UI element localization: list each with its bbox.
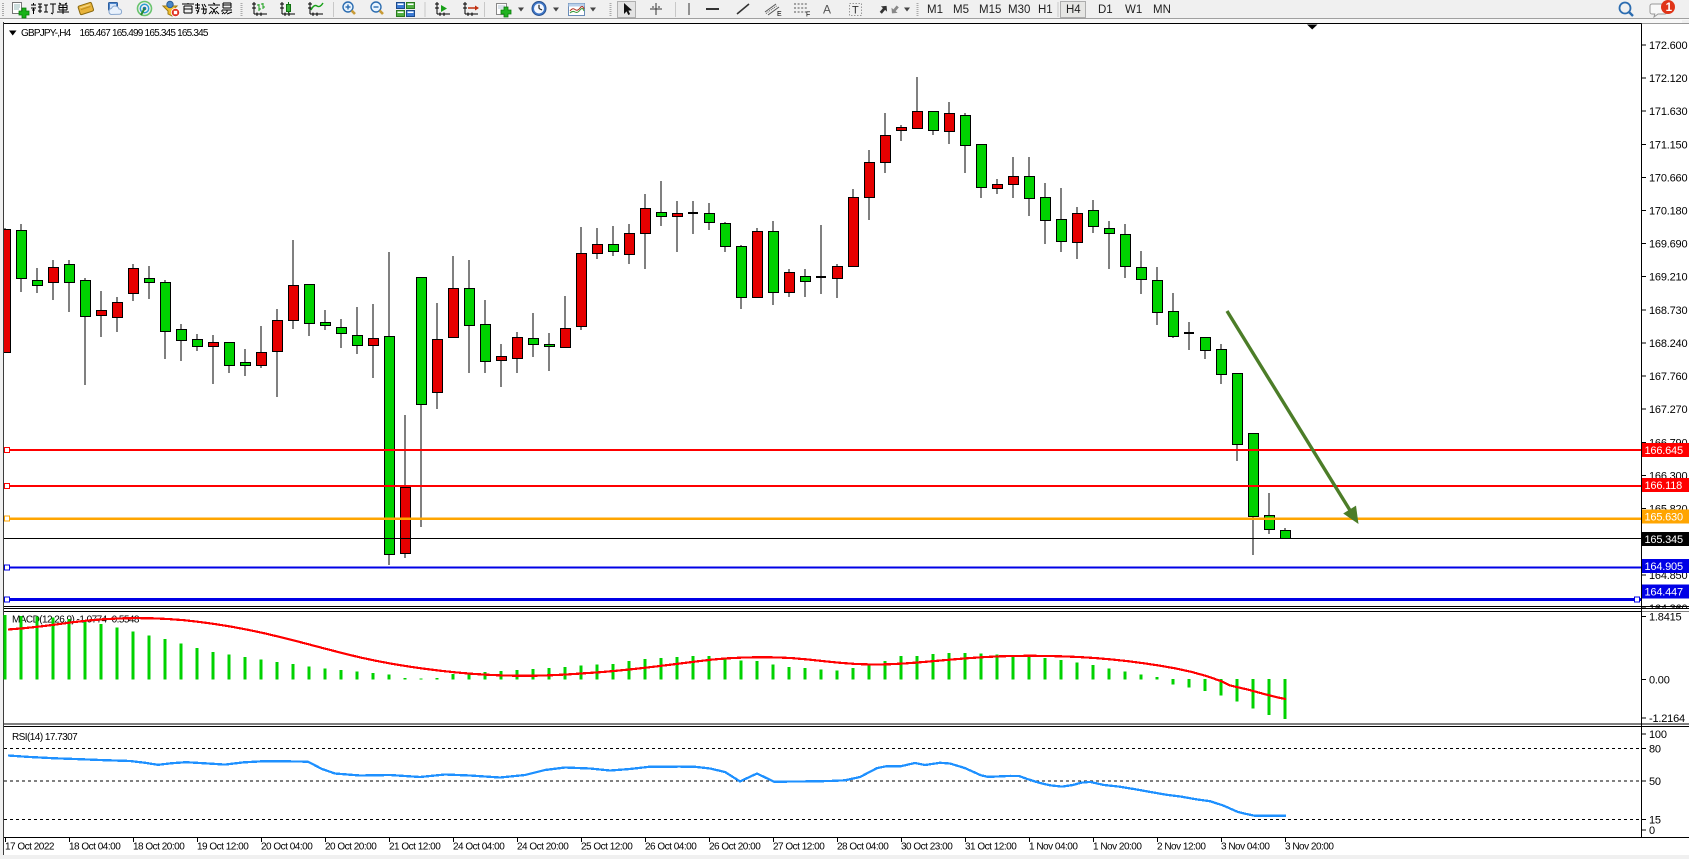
svg-text:3 Nov 20:00: 3 Nov 20:00 [1285, 842, 1334, 853]
svg-text:18 Oct 20:00: 18 Oct 20:00 [133, 842, 185, 853]
svg-text:100: 100 [1649, 729, 1667, 741]
svg-text:M5: M5 [953, 4, 969, 16]
svg-text:0.00: 0.00 [1649, 675, 1670, 687]
svg-text:H4: H4 [1066, 4, 1081, 16]
svg-text:M1: M1 [927, 4, 943, 16]
svg-text:D1: D1 [1098, 4, 1113, 16]
svg-text:25 Oct 12:00: 25 Oct 12:00 [581, 842, 633, 853]
svg-text:50: 50 [1649, 776, 1661, 788]
svg-text:166.645: 166.645 [1645, 445, 1683, 457]
svg-text:1: 1 [1666, 2, 1673, 14]
svg-text:165.630: 165.630 [1645, 512, 1683, 524]
svg-text:1 Nov 04:00: 1 Nov 04:00 [1029, 842, 1078, 853]
svg-text:26 Oct 04:00: 26 Oct 04:00 [645, 842, 697, 853]
svg-text:166.118: 166.118 [1645, 480, 1683, 492]
svg-text:171.630: 171.630 [1649, 106, 1687, 118]
svg-text:F: F [806, 12, 810, 19]
svg-text:15: 15 [1649, 814, 1661, 826]
svg-text:27 Oct 12:00: 27 Oct 12:00 [773, 842, 825, 853]
svg-text:28 Oct 04:00: 28 Oct 04:00 [837, 842, 889, 853]
svg-text:164.360: 164.360 [1649, 603, 1687, 615]
svg-text:18 Oct 04:00: 18 Oct 04:00 [69, 842, 121, 853]
svg-text:165.467 165.499 165.345 165.34: 165.467 165.499 165.345 165.345 [80, 28, 209, 39]
svg-text:2 Nov 12:00: 2 Nov 12:00 [1157, 842, 1206, 853]
svg-text:W1: W1 [1125, 4, 1142, 16]
svg-text:169.690: 169.690 [1649, 239, 1687, 251]
svg-text:169.210: 169.210 [1649, 272, 1687, 284]
svg-text:24 Oct 20:00: 24 Oct 20:00 [517, 842, 569, 853]
svg-text:A: A [823, 3, 831, 17]
svg-text:172.120: 172.120 [1649, 73, 1687, 85]
svg-text:21 Oct 12:00: 21 Oct 12:00 [389, 842, 441, 853]
svg-text:1 Nov 20:00: 1 Nov 20:00 [1093, 842, 1142, 853]
svg-text:17 Oct 2022: 17 Oct 2022 [5, 842, 55, 853]
svg-text:M15: M15 [979, 4, 1001, 16]
svg-text:168.730: 168.730 [1649, 305, 1687, 317]
svg-text:167.760: 167.760 [1649, 371, 1687, 383]
svg-text:E: E [777, 11, 782, 18]
svg-text:24 Oct 04:00: 24 Oct 04:00 [453, 842, 505, 853]
svg-text:168.240: 168.240 [1649, 338, 1687, 350]
svg-text:80: 80 [1649, 744, 1661, 756]
svg-text:165.345: 165.345 [1645, 534, 1683, 546]
svg-text:172.600: 172.600 [1649, 40, 1687, 52]
svg-text:3 Nov 04:00: 3 Nov 04:00 [1221, 842, 1270, 853]
svg-text:1.8415: 1.8415 [1649, 612, 1682, 624]
svg-text:GBPJPY-,H4: GBPJPY-,H4 [21, 28, 72, 39]
svg-text:0: 0 [1649, 825, 1655, 837]
svg-text:170.660: 170.660 [1649, 172, 1687, 184]
svg-text:170.180: 170.180 [1649, 206, 1687, 218]
svg-text:19 Oct 12:00: 19 Oct 12:00 [197, 842, 249, 853]
svg-text:20 Oct 04:00: 20 Oct 04:00 [261, 842, 313, 853]
svg-text:31 Oct 12:00: 31 Oct 12:00 [965, 842, 1017, 853]
svg-text:167.270: 167.270 [1649, 404, 1687, 416]
svg-text:26 Oct 20:00: 26 Oct 20:00 [709, 842, 761, 853]
svg-text:H1: H1 [1038, 4, 1053, 16]
svg-text:M30: M30 [1008, 4, 1030, 16]
svg-text:164.447: 164.447 [1645, 587, 1683, 599]
svg-text:RSI(14) 17.7307: RSI(14) 17.7307 [12, 732, 78, 743]
svg-text:30 Oct 23:00: 30 Oct 23:00 [901, 842, 953, 853]
svg-text:20 Oct 20:00: 20 Oct 20:00 [325, 842, 377, 853]
svg-text:164.905: 164.905 [1645, 561, 1683, 573]
svg-text:MACD(12,26,9) -1.0774 -0.5548: MACD(12,26,9) -1.0774 -0.5548 [12, 615, 140, 626]
svg-text:171.150: 171.150 [1649, 139, 1687, 151]
svg-text:T: T [852, 5, 859, 17]
svg-text:MN: MN [1153, 4, 1171, 16]
svg-text:-1.2164: -1.2164 [1649, 713, 1685, 725]
